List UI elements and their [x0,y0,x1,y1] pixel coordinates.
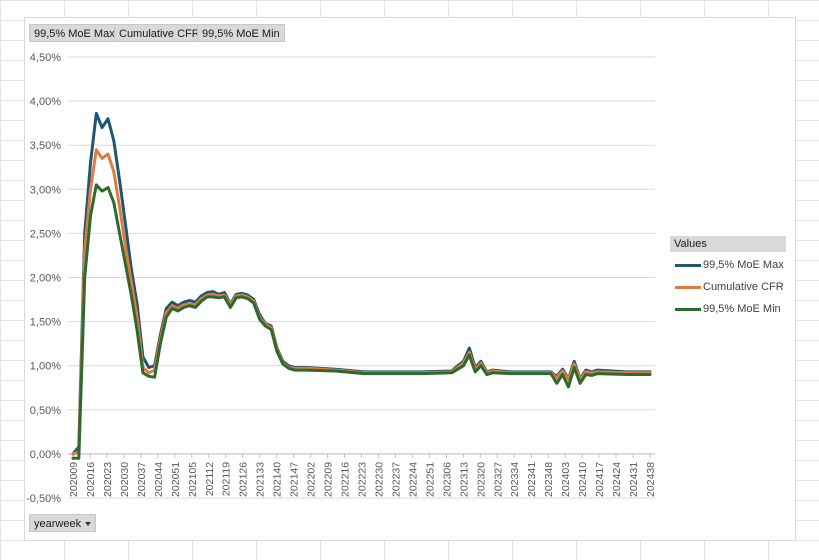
x-tick-label: 202327 [492,462,504,497]
x-tick-label: 202244 [407,462,419,497]
y-tick-label: -0,50% [26,493,61,505]
legend-label-moe-max: 99,5% MoE Max [703,259,784,271]
x-tick-label: 202438 [645,462,657,497]
x-tick-label: 202016 [85,462,97,497]
x-tick-label: 202237 [390,462,402,497]
y-tick-label: 0,50% [30,405,61,417]
legend-item-moe-min: 99,5% MoE Min [675,302,781,316]
x-tick-label: 202223 [357,462,369,497]
y-tick-label: 1,50% [30,317,61,329]
y-tick-label: 2,50% [30,228,61,240]
x-tick-label: 202313 [458,462,470,497]
y-tick-label: 4,00% [30,96,61,108]
x-tick-label: 202009 [68,462,80,497]
x-tick-label: 202334 [509,462,521,497]
legend-label-cumulative-cfr: Cumulative CFR [703,281,784,293]
x-tick-label: 202251 [424,462,436,497]
x-tick-label: 202051 [170,462,182,497]
x-tick-label: 202320 [475,462,487,497]
x-tick-label: 202112 [204,462,216,496]
x-tick-label: 202126 [238,462,250,497]
axis-field-button-yearweek[interactable]: yearweek [29,514,97,532]
field-button-moe-max[interactable]: 99,5% MoE Max [29,24,120,42]
y-tick-label: 4,50% [30,52,61,64]
x-tick-label: 202037 [136,462,148,497]
x-tick-label: 202133 [255,462,267,497]
x-tick-label: 202424 [611,462,623,497]
field-button-moe-min[interactable]: 99,5% MoE Min [197,24,285,42]
x-tick-label: 202348 [543,462,555,497]
legend-swatch-moe-max [675,263,701,267]
axis-field-label: yearweek [34,518,82,530]
x-tick-label: 202140 [272,462,284,497]
x-tick-label: 202209 [323,462,335,497]
x-tick-label: 202202 [306,462,318,497]
x-tick-label: 202403 [560,462,572,497]
x-tick-label: 202044 [153,462,165,497]
x-tick-label: 202147 [289,462,301,497]
legend-swatch-cumulative-cfr [675,285,701,289]
legend-item-moe-max: 99,5% MoE Max [675,258,784,272]
legend-label-moe-min: 99,5% MoE Min [703,303,781,315]
series-line-moe-max [71,111,652,456]
legend-title: Values [670,236,786,252]
series-line-cumulative-cfr [71,148,652,456]
legend-item-cumulative-cfr: Cumulative CFR [675,280,784,294]
legend-swatch-moe-min [675,307,701,311]
x-tick-label: 202030 [119,462,131,497]
y-tick-label: 3,00% [30,184,61,196]
x-tick-label: 202105 [187,462,199,497]
y-tick-label: 2,00% [30,273,61,285]
x-tick-label: 202119 [221,462,233,496]
x-tick-label: 202431 [628,462,640,497]
x-tick-label: 202417 [594,462,606,497]
x-tick-label: 202410 [577,462,589,497]
y-tick-label: 1,00% [30,361,61,373]
series-line-moe-min [71,183,652,460]
dropdown-arrow-icon [85,522,92,527]
y-tick-label: 0,00% [30,449,61,461]
y-tick-label: 3,50% [30,140,61,152]
x-tick-label: 202216 [340,462,352,497]
x-tick-label: 202341 [526,462,538,497]
x-tick-label: 202306 [441,462,453,497]
x-tick-label: 202230 [373,462,385,497]
x-tick-label: 202023 [102,462,114,497]
